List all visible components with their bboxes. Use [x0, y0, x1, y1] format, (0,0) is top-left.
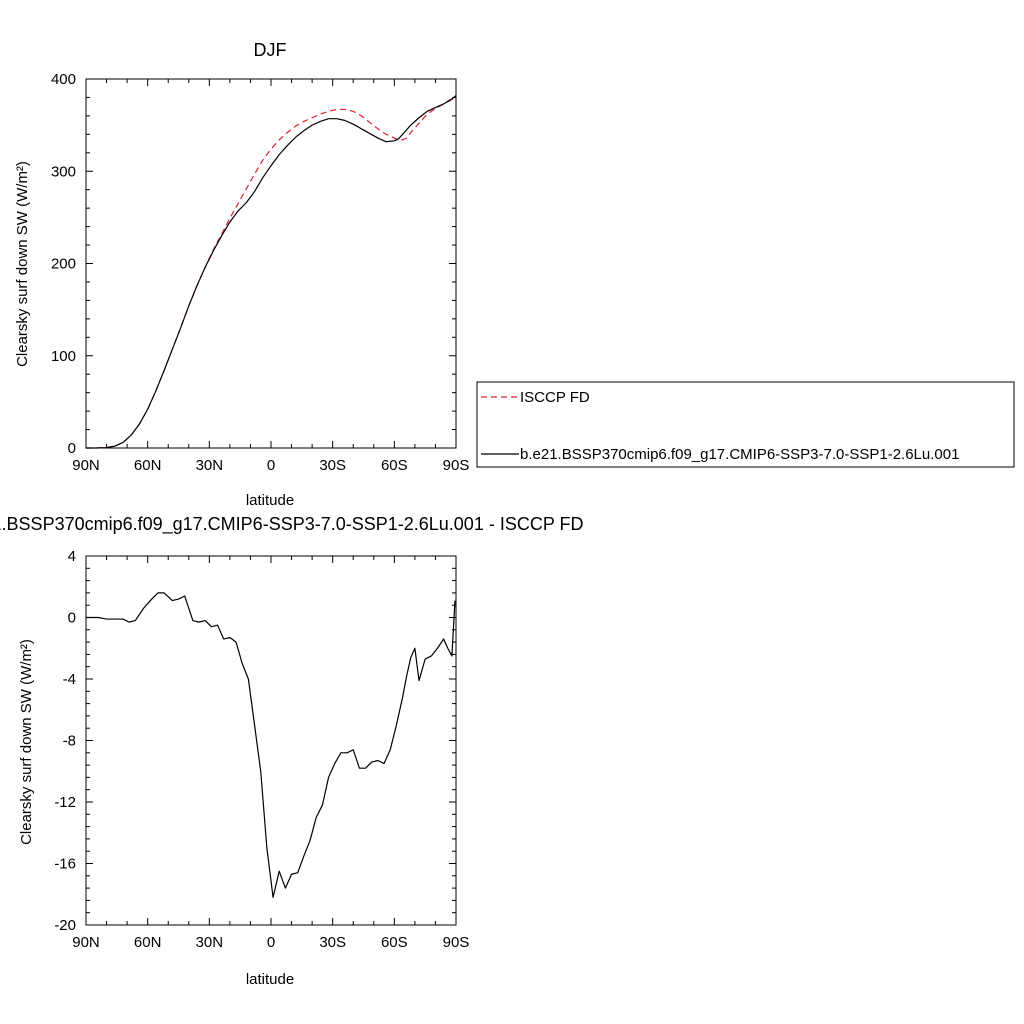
chart-top-series-line-1 — [86, 95, 457, 449]
legend-label-model: b.e21.BSSP370cmip6.f09_g17.CMIP6-SSP3-7.… — [520, 446, 959, 463]
chart-bottom-xtick-label: 0 — [267, 934, 275, 951]
chart-top-xtick-label: 60S — [381, 457, 408, 474]
chart-top-series-line-0 — [86, 95, 457, 449]
chart-top-ytick-label: 0 — [68, 440, 76, 457]
chart-top-ytick-label: 200 — [51, 256, 76, 273]
legend: ISCCP FD b.e21.BSSP370cmip6.f09_g17.CMIP… — [476, 381, 1015, 468]
chart-top-xtick-label: 60N — [134, 457, 162, 474]
chart-bottom-frame — [85, 555, 457, 926]
chart-top-ytick-label: 100 — [51, 348, 76, 365]
chart-bottom-xtick-label: 30S — [319, 934, 346, 951]
chart-bottom-ytick-label: 0 — [68, 610, 76, 627]
legend-box — [476, 381, 1015, 468]
chart-bottom-ytick-label: -12 — [54, 794, 76, 811]
chart-bottom-ytick-label: -4 — [63, 671, 76, 688]
chart-top-xtick-label: 90N — [72, 457, 100, 474]
chart-bottom-ytick-label: -20 — [54, 917, 76, 934]
chart-bottom-xtick-label: 30N — [196, 934, 224, 951]
chart-top-frame — [85, 78, 457, 449]
legend-label-isccp: ISCCP FD — [520, 389, 590, 406]
chart-top-xtick-label: 30N — [196, 457, 224, 474]
chart-bottom-ytick-label: 4 — [68, 548, 76, 565]
chart-bottom-title: b.e21.BSSP370cmip6.f09_g17.CMIP6-SSP3-7.… — [0, 514, 584, 535]
chart-bottom-xtick-label: 60N — [134, 934, 162, 951]
chart-top-xlabel: latitude — [246, 492, 294, 509]
chart-top-ytick-label: 400 — [51, 71, 76, 88]
chart-top-xtick-label: 90S — [443, 457, 470, 474]
chart-bottom-ylabel: Clearsky surf down SW (W/m²) — [18, 639, 35, 845]
chart-bottom-xtick-label: 90S — [443, 934, 470, 951]
chart-bottom-xtick-label: 90N — [72, 934, 100, 951]
chart-top-title: DJF — [254, 40, 287, 60]
chart-top-xtick-label: 0 — [267, 457, 275, 474]
chart-top-ylabel: Clearsky surf down SW (W/m²) — [14, 161, 31, 367]
chart-bottom: b.e21.BSSP370cmip6.f09_g17.CMIP6-SSP3-7.… — [0, 514, 584, 988]
chart-bottom-series-line-0 — [86, 592, 456, 898]
chart-bottom-ytick-label: -16 — [54, 856, 76, 873]
chart-top-ytick-label: 300 — [51, 163, 76, 180]
chart-top: DJF Clearsky surf down SW (W/m²) latitud… — [14, 40, 469, 509]
chart-bottom-ytick-label: -8 — [63, 733, 76, 750]
chart-bottom-xtick-label: 60S — [381, 934, 408, 951]
chart-top-xtick-label: 30S — [319, 457, 346, 474]
chart-bottom-xlabel: latitude — [246, 971, 294, 988]
